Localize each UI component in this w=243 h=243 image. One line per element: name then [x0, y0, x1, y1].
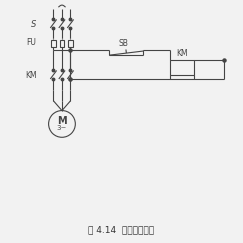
Bar	[68, 40, 73, 47]
Bar	[60, 40, 64, 47]
Text: S: S	[31, 20, 36, 29]
Text: KM: KM	[176, 49, 188, 58]
Text: KM: KM	[25, 71, 36, 80]
Bar	[51, 40, 56, 47]
Text: M: M	[57, 116, 67, 126]
Text: FU: FU	[26, 38, 36, 47]
Text: SB: SB	[119, 39, 129, 48]
Text: 3~: 3~	[57, 125, 67, 131]
Bar	[170, 60, 194, 75]
Text: 图 4.14  点动控制线路: 图 4.14 点动控制线路	[88, 225, 155, 234]
